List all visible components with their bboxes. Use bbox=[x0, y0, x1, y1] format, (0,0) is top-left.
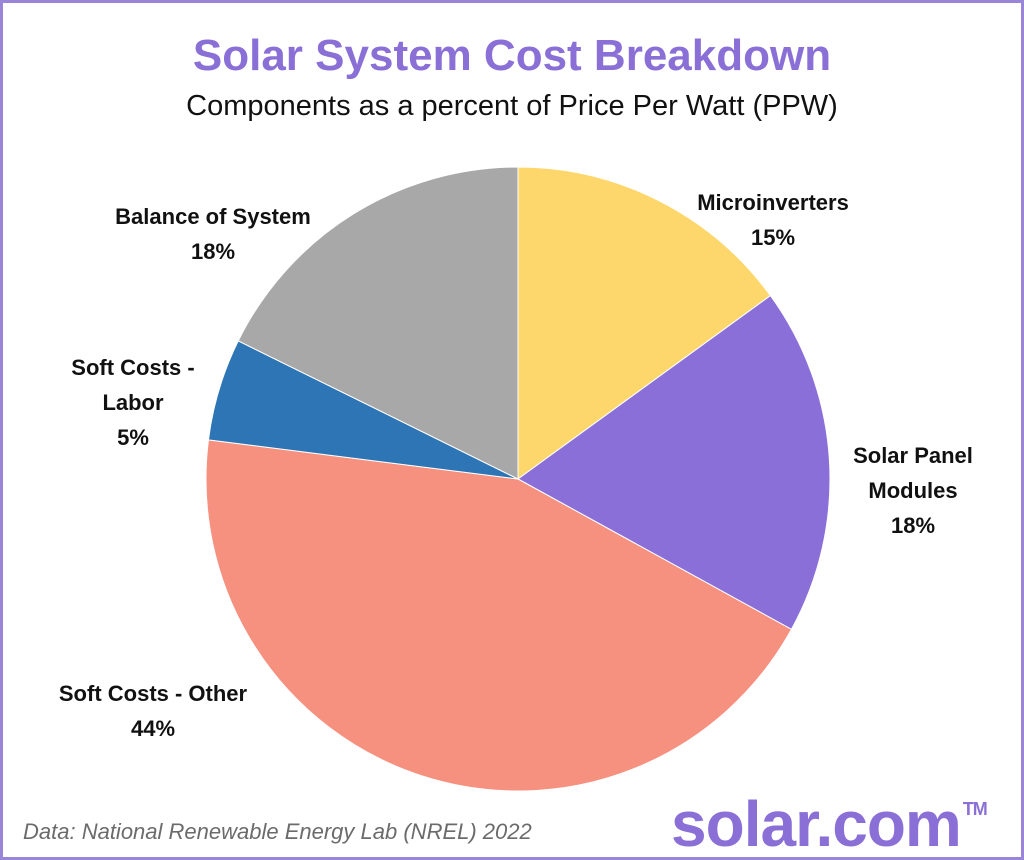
pie-chart bbox=[205, 166, 831, 792]
label-soft-labor-line1: Soft Costs - bbox=[71, 355, 195, 380]
label-soft-labor-pct: 5% bbox=[117, 425, 149, 450]
label-soft-other-name: Soft Costs - Other bbox=[58, 681, 248, 706]
data-source-note: Data: National Renewable Energy Lab (NRE… bbox=[23, 819, 532, 844]
label-solar-panel-line1: Solar Panel bbox=[853, 443, 973, 468]
label-solar-panel-pct: 18% bbox=[890, 513, 936, 538]
pie-slice-soft-costs-other bbox=[205, 439, 793, 792]
pie-slice-balance-of-system bbox=[237, 166, 519, 480]
logo-text: solar.com bbox=[671, 788, 962, 860]
label-solar-panel-modules: Solar Panel Modules 18% bbox=[833, 438, 993, 543]
label-balance-name: Balance of System bbox=[115, 204, 311, 229]
label-microinverters-pct: 15% bbox=[750, 225, 796, 250]
pie-slice-microinverters bbox=[517, 166, 772, 480]
label-microinverters: Microinverters 15% bbox=[693, 185, 853, 255]
solar-com-logo: solar.com TM bbox=[671, 787, 988, 860]
chart-title: Solar System Cost Breakdown bbox=[192, 31, 832, 80]
label-soft-costs-other: Soft Costs - Other 44% bbox=[33, 676, 273, 746]
label-soft-labor-line2: Labor bbox=[102, 390, 164, 415]
pie-slice-solar-panel-modules bbox=[517, 294, 831, 630]
label-balance-pct: 18% bbox=[190, 239, 236, 264]
label-solar-panel-line2: Modules bbox=[868, 478, 958, 503]
trademark-mark: TM bbox=[962, 799, 988, 819]
label-balance-of-system: Balance of System 18% bbox=[93, 199, 333, 269]
label-soft-other-pct: 44% bbox=[130, 716, 176, 741]
label-soft-costs-labor: Soft Costs - Labor 5% bbox=[53, 350, 213, 455]
label-microinverters-name: Microinverters bbox=[697, 190, 849, 215]
chart-subtitle: Components as a percent of Price Per Wat… bbox=[186, 90, 838, 122]
